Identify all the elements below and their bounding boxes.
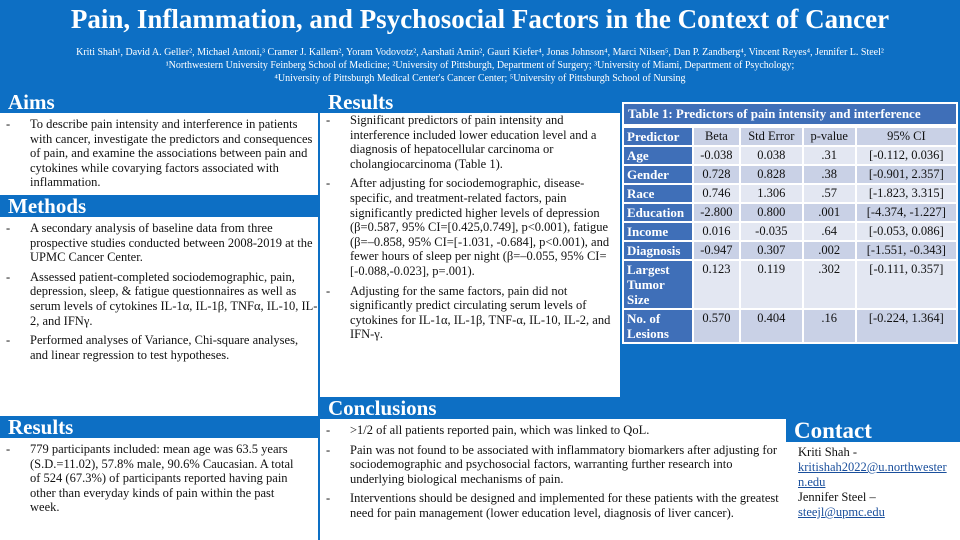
table-cell: [-1.551, -0.343]	[854, 240, 959, 261]
bullet-item: To describe pain intensity and interfere…	[0, 117, 318, 190]
aims-list: To describe pain intensity and interfere…	[0, 113, 318, 190]
bullet-item: Performed analyses of Variance, Chi-squa…	[0, 333, 318, 362]
left-column: Aims To describe pain intensity and inte…	[0, 91, 318, 540]
table-cell: 0.119	[738, 259, 804, 310]
table-cell: 0.307	[738, 240, 804, 261]
affiliations-1: ¹Northwestern University Feinberg School…	[165, 60, 795, 71]
table-cell: 0.746	[692, 183, 741, 204]
table-cell: 0.570	[692, 308, 741, 344]
contact-section: Contact Kriti Shah - kritishah2022@u.nor…	[786, 419, 960, 540]
table-row: No. of Lesions 0.570 0.404.16 [-0.224, 1.36…	[622, 308, 959, 344]
authors: Kriti Shah¹, David A. Geller², Michael A…	[76, 47, 884, 58]
table-cell: .38	[801, 164, 857, 185]
table-row: Income 0.016 -0.035.64 [-0.053, 0.086]	[622, 221, 959, 242]
conclusions-list: >1/2 of all patients reported pain, whic…	[320, 397, 786, 521]
table-cell: Age	[622, 145, 694, 166]
bullet-item: After adjusting for sociodemographic, di…	[320, 176, 620, 278]
table-cell: Race	[622, 183, 694, 204]
column-header: p-value	[801, 126, 857, 147]
conclusions-section: >1/2 of all patients reported pain, whic…	[320, 397, 786, 540]
table-cell: [-0.112, 0.036]	[854, 145, 959, 166]
table-row: Age -0.038 0.038.31 [-0.112, 0.036]	[622, 145, 959, 166]
contact-heading: Contact	[786, 419, 960, 442]
table-cell: 0.728	[692, 164, 741, 185]
table-cell: .16	[801, 308, 857, 344]
results-left-list: 779 participants included: mean age was …	[0, 442, 300, 520]
table-cell: [-0.901, 2.357]	[854, 164, 959, 185]
methods-list: A secondary analysis of baseline data fr…	[0, 217, 318, 362]
table-cell: [-0.111, 0.357]	[854, 259, 959, 310]
author-block: Kriti Shah¹, David A. Geller², Michael A…	[0, 46, 960, 85]
table-cell: 0.800	[738, 202, 804, 223]
table-cell: -0.035	[738, 221, 804, 242]
table-cell: .31	[801, 145, 857, 166]
table-cell: .002	[801, 240, 857, 261]
table-cell: 0.404	[738, 308, 804, 344]
table-cell: [-0.224, 1.364]	[854, 308, 959, 344]
contact-email-2[interactable]: steejl@upmc.edu	[798, 505, 885, 519]
table-caption: Table 1: Predictors of pain intensity an…	[622, 102, 958, 126]
bullet-item: Assessed patient-completed sociodemograp…	[0, 270, 318, 328]
contact-body: Kriti Shah - kritishah2022@u.northwester…	[786, 442, 960, 523]
results-list: Significant predictors of pain intensity…	[320, 113, 620, 342]
table-cell: 0.038	[738, 145, 804, 166]
table-cell: Income	[622, 221, 694, 242]
table-row: Education -2.800 0.800.001 [-4.374, -1.227]	[622, 202, 959, 223]
table-cell: [-1.823, 3.315]	[854, 183, 959, 204]
bullet-item: 779 participants included: mean age was …	[0, 442, 300, 515]
results-left-heading: Results	[0, 416, 318, 438]
table-row: Gender 0.728 0.828.38 [-0.901, 2.357]	[622, 164, 959, 185]
column-header: Beta	[692, 126, 741, 147]
table-cell: 1.306	[738, 183, 804, 204]
middle-column: Results Significant predictors of pain i…	[320, 91, 620, 397]
results-heading: Results	[320, 91, 620, 113]
bullet-item: A secondary analysis of baseline data fr…	[0, 221, 318, 265]
table-cell: .57	[801, 183, 857, 204]
contact-email-1[interactable]: kritishah2022@u.northwestern.edu	[798, 460, 947, 489]
table-row: Largest Tumor Size 0.123 0.119.302 [-0.111,…	[622, 259, 959, 310]
table-cell: 0.016	[692, 221, 741, 242]
table-cell: -2.800	[692, 202, 741, 223]
table-header-row: Predictor Beta Std Error p-value 95% CI	[622, 126, 959, 147]
poster-title: Pain, Inflammation, and Psychosocial Fac…	[70, 4, 890, 34]
table-cell: 0.828	[738, 164, 804, 185]
table-row: Diagnosis -0.947 0.307.002 [-1.551, -0.343]	[622, 240, 959, 261]
bullet-item: Pain was not found to be associated with…	[320, 443, 786, 487]
table-cell: [-4.374, -1.227]	[854, 202, 959, 223]
table-cell: .302	[801, 259, 857, 310]
table-1: Table 1: Predictors of pain intensity an…	[622, 102, 959, 344]
aims-heading: Aims	[0, 91, 318, 113]
column-header: Std Error	[738, 126, 804, 147]
table-cell: No. of Lesions	[622, 308, 694, 344]
bullet-item: >1/2 of all patients reported pain, whic…	[320, 423, 786, 438]
table-cell: .001	[801, 202, 857, 223]
table-cell: -0.038	[692, 145, 741, 166]
contact-name-2: Jennifer Steel –	[798, 490, 876, 504]
table-cell: 0.123	[692, 259, 741, 310]
bullet-item: Significant predictors of pain intensity…	[320, 113, 620, 171]
affiliations-2: ⁴University of Pittsburgh Medical Center…	[274, 73, 686, 84]
table-cell: Largest Tumor Size	[622, 259, 694, 310]
table-cell: Diagnosis	[622, 240, 694, 261]
methods-heading: Methods	[0, 194, 318, 217]
table-cell: [-0.053, 0.086]	[854, 221, 959, 242]
bullet-item: Interventions should be designed and imp…	[320, 491, 786, 520]
table-cell: Education	[622, 202, 694, 223]
column-header: Predictor	[622, 126, 694, 147]
conclusions-heading: Conclusions	[320, 397, 960, 419]
table-cell: Gender	[622, 164, 694, 185]
contact-name-1: Kriti Shah -	[798, 445, 858, 459]
table-cell: .64	[801, 221, 857, 242]
bullet-item: Adjusting for the same factors, pain did…	[320, 284, 620, 342]
column-header: 95% CI	[854, 126, 959, 147]
table-cell: -0.947	[692, 240, 741, 261]
table-row: Race 0.746 1.306.57 [-1.823, 3.315]	[622, 183, 959, 204]
